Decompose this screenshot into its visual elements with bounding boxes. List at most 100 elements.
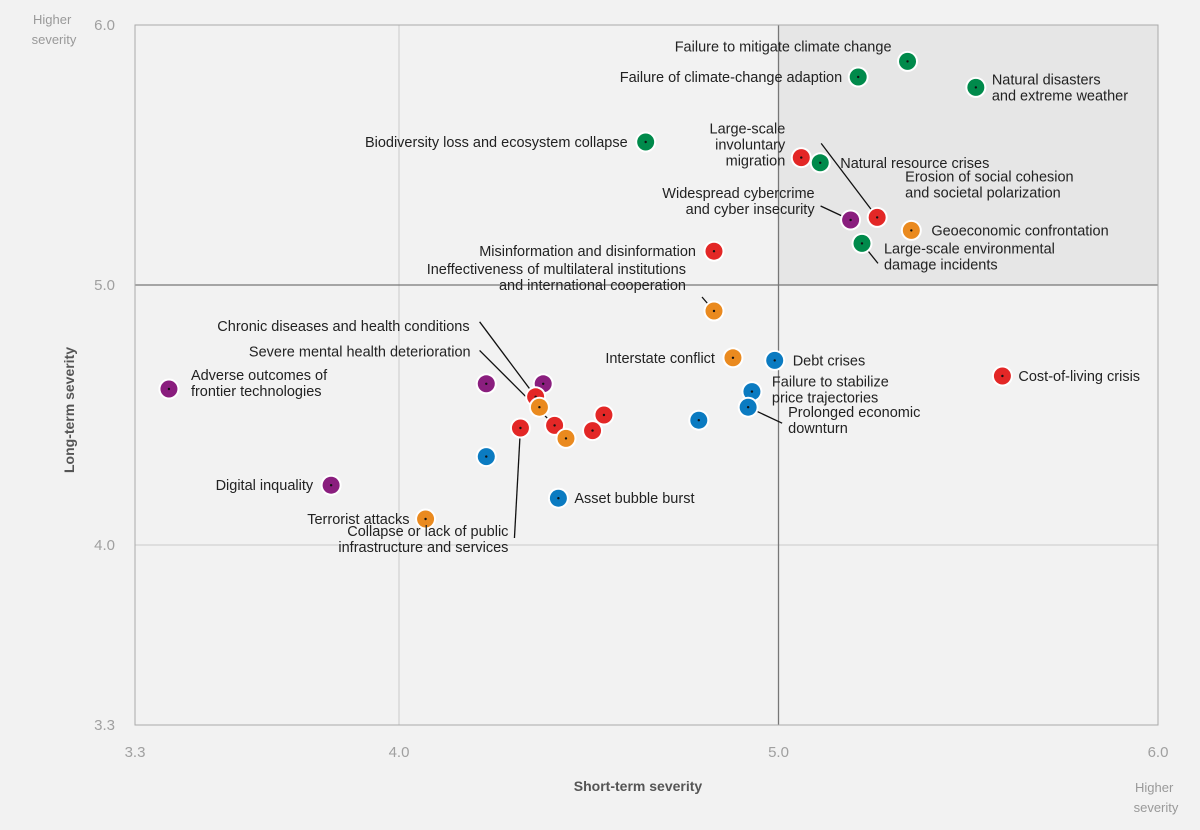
point-center xyxy=(712,250,716,253)
point-center xyxy=(602,413,606,417)
point-center xyxy=(974,86,978,89)
point-center xyxy=(329,484,333,487)
data-point[interactable] xyxy=(703,240,725,262)
point-label: Digital inquality xyxy=(216,478,314,494)
point-label-line: Failure of climate-change adaption xyxy=(620,70,842,86)
point-label-line: Failure to mitigate climate change xyxy=(675,39,892,55)
point-labels: Failure to mitigate climate change Failur… xyxy=(191,39,1140,556)
data-point[interactable] xyxy=(509,417,531,439)
plot-frame xyxy=(134,24,1159,726)
point-center xyxy=(564,437,568,440)
point-label: Asset bubble burst xyxy=(574,491,694,507)
corner-bottom-right-line1: Higher xyxy=(1135,780,1174,795)
connector-line xyxy=(820,143,878,218)
data-point[interactable] xyxy=(320,474,342,496)
data-point[interactable] xyxy=(897,50,919,72)
point-label: Interstate conflict xyxy=(605,351,715,367)
data-point[interactable] xyxy=(965,76,987,98)
data-point[interactable] xyxy=(866,206,888,228)
point-center xyxy=(800,156,803,159)
point-center xyxy=(731,356,735,359)
point-label-line: Interstate conflict xyxy=(605,351,715,367)
point-center xyxy=(519,426,522,430)
point-center xyxy=(910,229,913,232)
data-point[interactable] xyxy=(847,66,869,88)
point-center xyxy=(746,406,750,409)
point-label-line: Cost-of-living crisis xyxy=(1018,369,1140,385)
point-label-line: and international cooperation xyxy=(499,278,686,294)
data-point[interactable] xyxy=(991,365,1013,387)
point-center xyxy=(557,497,560,500)
point-label-line: migration xyxy=(726,154,786,170)
data-point[interactable] xyxy=(764,349,786,371)
data-point[interactable] xyxy=(840,209,862,231)
point-label-line: Debt crises xyxy=(793,353,866,369)
point-label: Failure to mitigate climate change xyxy=(675,39,892,55)
x-tick-label: 4.0 xyxy=(389,744,410,761)
data-point[interactable] xyxy=(547,487,569,509)
point-center xyxy=(750,390,754,393)
point-center xyxy=(712,309,716,313)
high-severity-quadrant xyxy=(779,25,1158,285)
data-point[interactable] xyxy=(593,404,615,426)
y-tick-label: 3.3 xyxy=(94,717,115,734)
point-label-line: Erosion of social cohesion xyxy=(905,169,1073,185)
connector-line xyxy=(479,321,537,398)
x-tick-label: 3.3 xyxy=(125,744,146,761)
point-label-line: Prolonged economic xyxy=(788,405,920,421)
data-point[interactable] xyxy=(528,396,550,418)
point-label-line: frontier technologies xyxy=(191,384,322,400)
corner-label-bottom-right: Higher severity xyxy=(1134,780,1179,815)
point-label: Prolonged economic downturn xyxy=(788,405,920,437)
point-center xyxy=(773,359,776,362)
point-label-line: Ineffectiveness of multilateral institut… xyxy=(427,262,686,278)
point-label-line: Natural disasters xyxy=(992,72,1101,88)
point-label-line: involuntary xyxy=(715,138,786,154)
point-label: Cost-of-living crisis xyxy=(1018,369,1140,385)
y-tick-label: 6.0 xyxy=(94,17,115,34)
point-center xyxy=(553,424,556,427)
point-label: Biodiversity loss and ecosystem collapse xyxy=(365,135,628,151)
point-center xyxy=(875,216,879,219)
point-center xyxy=(856,75,860,79)
point-label: Failure to stabilize price trajectories xyxy=(772,375,889,407)
corner-top-left-line2: severity xyxy=(32,32,77,47)
data-points xyxy=(158,50,1013,530)
grid xyxy=(134,24,1159,726)
data-point[interactable] xyxy=(475,446,497,468)
x-axis-title: Short-term severity xyxy=(574,778,703,794)
point-label: Widespread cybercrime and cyber insecurit… xyxy=(662,186,815,218)
point-label-line: infrastructure and services xyxy=(338,540,508,556)
data-point[interactable] xyxy=(737,396,759,418)
data-point[interactable] xyxy=(688,409,710,431)
data-point[interactable] xyxy=(555,427,577,449)
data-point[interactable] xyxy=(851,232,873,254)
data-point[interactable] xyxy=(722,347,744,369)
data-point[interactable] xyxy=(809,152,831,174)
data-point[interactable] xyxy=(703,300,725,322)
y-axis-title: Long-term severity xyxy=(61,347,77,473)
y-tick-label: 4.0 xyxy=(94,537,115,554)
data-point[interactable] xyxy=(475,373,497,395)
data-point[interactable] xyxy=(582,420,604,442)
point-center xyxy=(538,406,541,409)
point-label-line: Digital inquality xyxy=(216,478,314,494)
data-point[interactable] xyxy=(900,219,922,241)
point-label: Ineffectiveness of multilateral institut… xyxy=(427,262,686,294)
point-label: Large-scale involuntary migration xyxy=(710,122,787,170)
point-label-line: Severe mental health deterioration xyxy=(249,344,471,360)
corner-label-top-left: Higher severity xyxy=(32,12,77,47)
data-point[interactable] xyxy=(415,508,437,530)
point-label: Debt crises xyxy=(793,353,866,369)
point-label: Large-scale environmental damage incident… xyxy=(884,241,1055,273)
point-label-line: Terrorist attacks xyxy=(307,512,409,528)
data-point[interactable] xyxy=(158,378,180,400)
point-label: Natural disasters and extreme weather xyxy=(992,72,1128,104)
point-label: Severe mental health deterioration xyxy=(249,344,471,360)
point-label-line: price trajectories xyxy=(772,391,878,407)
point-label: Misinformation and disinformation xyxy=(479,244,696,260)
data-point[interactable] xyxy=(790,147,812,169)
point-label: Failure of climate-change adaption xyxy=(620,70,842,86)
data-point[interactable] xyxy=(635,131,657,153)
